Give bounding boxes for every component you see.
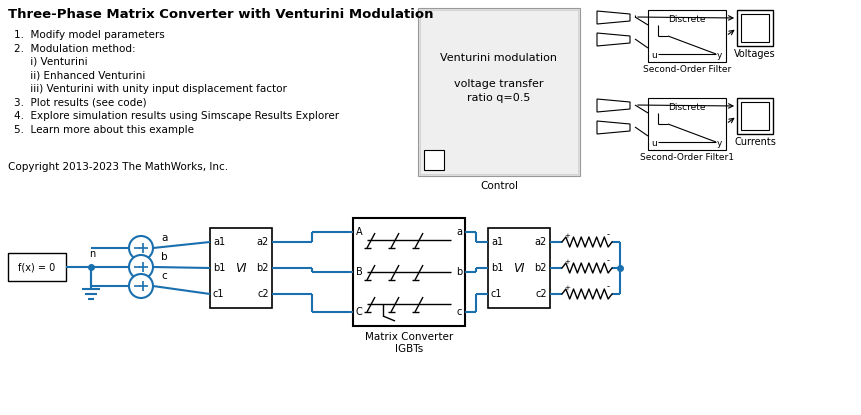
Text: c: c	[456, 307, 461, 317]
Polygon shape	[597, 99, 629, 112]
Circle shape	[129, 255, 152, 279]
Text: c2: c2	[535, 289, 547, 299]
Bar	[647, 98, 725, 150]
Text: ratio q=0.5: ratio q=0.5	[467, 93, 530, 103]
Text: -: -	[606, 230, 610, 239]
Text: Venturini modulation: Venturini modulation	[440, 53, 557, 63]
Bar	[419, 10, 578, 174]
Text: b2: b2	[257, 263, 269, 273]
Text: Currents: Currents	[734, 137, 775, 147]
Text: c2: c2	[257, 289, 269, 299]
Polygon shape	[597, 121, 629, 134]
Text: V_abc: V_abc	[598, 34, 625, 44]
Text: VI: VI	[235, 261, 246, 274]
Text: Voltages: Voltages	[734, 49, 775, 59]
Text: iii) Venturini with unity input displacement factor: iii) Venturini with unity input displace…	[14, 84, 287, 94]
Text: 1.  Modify model parameters: 1. Modify model parameters	[14, 30, 164, 40]
Bar	[487, 228, 549, 308]
Polygon shape	[597, 11, 629, 24]
Bar	[740, 14, 768, 42]
Text: b: b	[455, 267, 461, 277]
Text: Discrete: Discrete	[667, 103, 705, 112]
Text: n: n	[89, 249, 95, 259]
Text: Control: Control	[480, 181, 517, 191]
Text: i) Venturini: i) Venturini	[14, 57, 88, 67]
Text: Matrix Converter: Matrix Converter	[364, 332, 453, 342]
Text: B: B	[356, 267, 362, 277]
Text: ii) Enhanced Venturini: ii) Enhanced Venturini	[14, 71, 146, 81]
Text: c: c	[161, 271, 166, 281]
Text: a2: a2	[257, 237, 269, 247]
Text: +: +	[563, 285, 569, 291]
Text: b1: b1	[491, 263, 503, 273]
Text: Discrete: Discrete	[667, 15, 705, 24]
Text: VI: VI	[512, 261, 524, 274]
Text: 5.  Learn more about this example: 5. Learn more about this example	[14, 124, 194, 134]
Text: u: u	[650, 139, 656, 147]
Bar	[736, 10, 772, 46]
Bar	[353, 218, 464, 326]
Circle shape	[129, 236, 152, 260]
Text: -: -	[606, 256, 610, 265]
Text: +: +	[563, 259, 569, 265]
Bar	[424, 150, 443, 170]
Bar	[418, 8, 579, 176]
Text: c1: c1	[213, 289, 224, 299]
Polygon shape	[597, 33, 629, 46]
Bar	[736, 98, 772, 134]
Text: -: -	[606, 282, 610, 291]
Text: 2.  Modulation method:: 2. Modulation method:	[14, 44, 135, 54]
Text: 4.  Explore simulation results using Simscape Results Explorer: 4. Explore simulation results using Sims…	[14, 111, 338, 121]
Bar	[740, 102, 768, 130]
Bar	[8, 253, 66, 281]
Text: Second-Order Filter1: Second-Order Filter1	[639, 153, 734, 162]
Bar	[210, 228, 272, 308]
Text: u: u	[650, 51, 656, 59]
Text: IGBTs: IGBTs	[394, 344, 423, 354]
Text: +: +	[563, 233, 569, 239]
Text: a: a	[455, 227, 461, 237]
Text: y: y	[715, 51, 722, 59]
Text: Copyright 2013-2023 The MathWorks, Inc.: Copyright 2013-2023 The MathWorks, Inc.	[8, 162, 228, 172]
Bar	[647, 10, 725, 62]
Text: 3.  Plot results (see code): 3. Plot results (see code)	[14, 98, 146, 107]
Text: c1: c1	[491, 289, 502, 299]
Text: b1: b1	[213, 263, 225, 273]
Text: a2: a2	[534, 237, 547, 247]
Text: I_ABC: I_ABC	[598, 100, 623, 110]
Text: V_ABC: V_ABC	[598, 12, 628, 22]
Text: b: b	[161, 252, 167, 262]
Text: a1: a1	[213, 237, 225, 247]
Circle shape	[129, 274, 152, 298]
Text: a: a	[161, 233, 167, 243]
Text: y: y	[715, 139, 722, 147]
Text: Second-Order Filter: Second-Order Filter	[642, 65, 730, 74]
Text: voltage transfer: voltage transfer	[454, 79, 543, 89]
Text: A: A	[356, 227, 362, 237]
Text: Three-Phase Matrix Converter with Venturini Modulation: Three-Phase Matrix Converter with Ventur…	[8, 8, 433, 21]
Text: b2: b2	[534, 263, 547, 273]
Text: f(x) = 0: f(x) = 0	[18, 262, 56, 272]
Text: C: C	[356, 307, 362, 317]
Text: a1: a1	[491, 237, 503, 247]
Text: I_abc: I_abc	[598, 122, 622, 132]
